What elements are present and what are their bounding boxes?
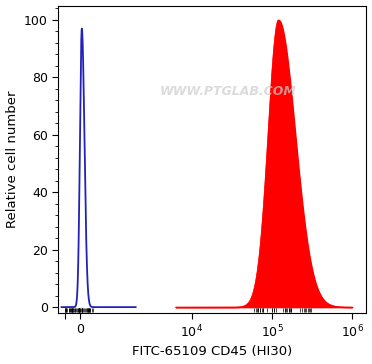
Y-axis label: Relative cell number: Relative cell number <box>6 91 19 228</box>
Text: WWW.PTGLAB.COM: WWW.PTGLAB.COM <box>159 85 296 98</box>
X-axis label: FITC-65109 CD45 (HI30): FITC-65109 CD45 (HI30) <box>132 345 292 359</box>
